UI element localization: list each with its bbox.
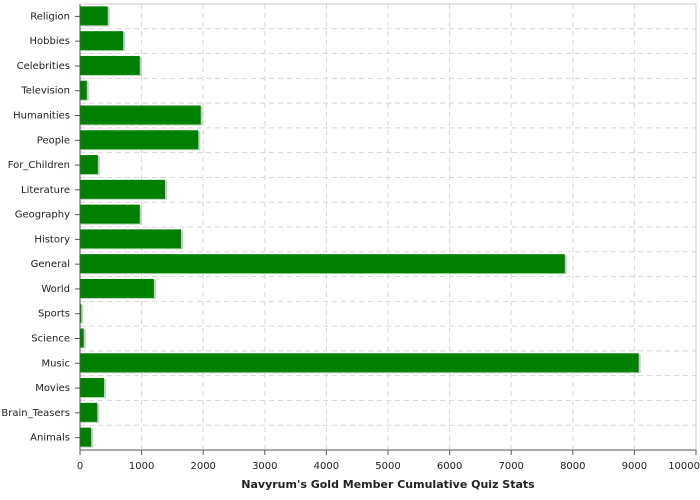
y-tick-label: For_Children xyxy=(8,160,70,171)
x-tick-label: 7000 xyxy=(498,461,523,472)
y-tick-label: Hobbies xyxy=(30,36,70,47)
x-tick-label: 9000 xyxy=(622,461,647,472)
y-tick-label: Science xyxy=(31,334,70,345)
x-tick-label: 8000 xyxy=(560,461,585,472)
bar xyxy=(80,130,199,150)
bar xyxy=(80,80,87,100)
x-tick-label: 2000 xyxy=(190,461,215,472)
x-tick-label: 5000 xyxy=(375,461,400,472)
bar-shadow xyxy=(81,304,84,324)
y-tick-label: Geography xyxy=(15,210,70,221)
bar xyxy=(80,278,154,298)
x-tick-label: 3000 xyxy=(252,461,277,472)
y-tick-label: Literature xyxy=(21,185,70,196)
chart-title: Navyrum's Gold Member Cumulative Quiz St… xyxy=(241,478,535,491)
y-tick-label: People xyxy=(37,135,70,146)
bar xyxy=(80,55,140,75)
bar xyxy=(80,328,84,348)
y-tick-label: Brain_Teasers xyxy=(1,408,70,419)
x-tick-label: 1000 xyxy=(129,461,154,472)
bar xyxy=(80,427,92,447)
y-tick-label: Humanities xyxy=(13,111,70,122)
bar xyxy=(80,229,182,249)
bar xyxy=(80,31,124,51)
bar xyxy=(80,179,166,199)
bar xyxy=(80,353,639,373)
bar xyxy=(80,105,201,125)
x-tick-label: 4000 xyxy=(314,461,339,472)
bar xyxy=(80,303,82,323)
bar xyxy=(80,402,98,422)
x-tick-label: 10000 xyxy=(668,461,700,472)
y-tick-label: Animals xyxy=(30,433,70,444)
bar xyxy=(80,378,105,398)
y-tick-label: Television xyxy=(20,86,70,97)
y-tick-label: World xyxy=(41,284,70,295)
y-tick-label: Music xyxy=(42,358,70,369)
bar xyxy=(80,155,98,175)
y-tick-label: History xyxy=(34,234,70,245)
y-tick-label: Sports xyxy=(38,309,70,320)
y-tick-label: General xyxy=(31,259,70,270)
bar xyxy=(80,204,140,224)
y-tick-label: Movies xyxy=(35,383,70,394)
x-tick-label: 0 xyxy=(77,461,83,472)
x-tick-label: 6000 xyxy=(437,461,462,472)
y-tick-label: Religion xyxy=(30,11,70,22)
y-tick-label: Celebrities xyxy=(17,61,70,72)
bar xyxy=(80,254,565,274)
bar xyxy=(80,6,108,26)
